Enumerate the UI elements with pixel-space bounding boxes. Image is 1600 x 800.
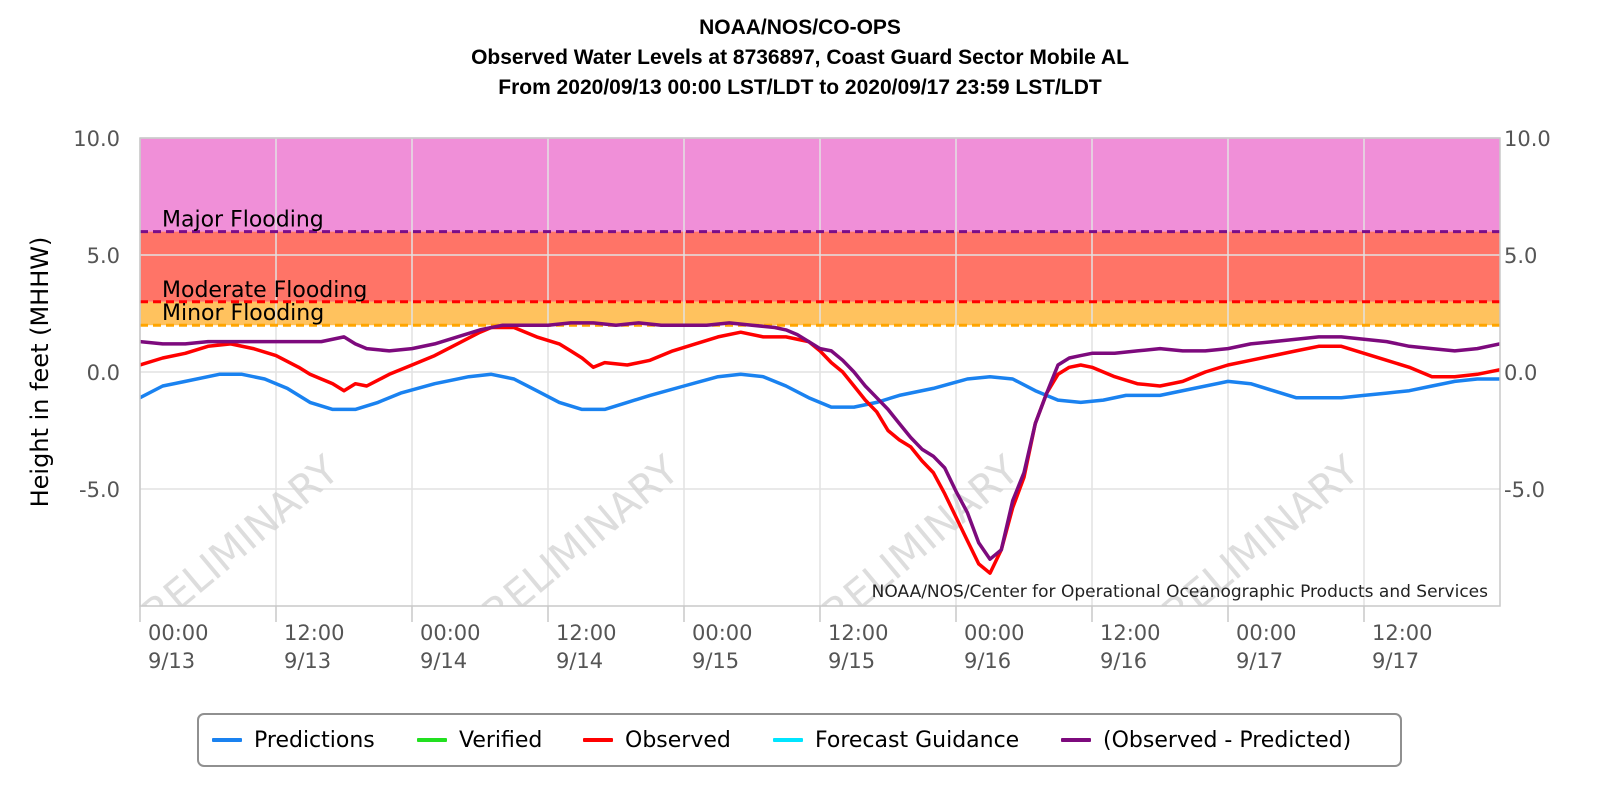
y-axis-label: Height in feet (MHHW) [26,237,54,508]
legend-item-predictions[interactable]: Predictions [212,715,375,765]
legend-item-observed[interactable]: Observed [583,715,731,765]
series-line [140,325,1500,575]
legend-swatch-observed-minus-predicted [1061,738,1091,742]
x-tick-label-date: 9/13 [148,649,195,673]
legend-swatch-forecast-guidance [773,738,803,742]
series-line [140,321,1500,561]
chart-title-line-3: From 2020/09/13 00:00 LST/LDT to 2020/09… [498,76,1102,99]
legend-label-forecast-guidance: Forecast Guidance [815,727,1020,753]
x-tick-label-time: 12:00 [556,621,617,645]
legend-item-forecast-guidance[interactable]: Forecast Guidance [773,715,1019,765]
y-tick-label-left: 0.0 [87,361,120,385]
legend-label-observed-minus-predicted: (Observed - Predicted) [1103,727,1352,753]
series-line [140,372,1500,412]
y-tick-label-right: 5.0 [1504,244,1537,268]
x-tick-label-time: 12:00 [1100,621,1161,645]
x-tick-label-date: 9/15 [828,649,875,673]
y-tick-label-right: 0.0 [1504,361,1537,385]
x-tick-label-time: 00:00 [420,621,481,645]
y-tick-label-left: 10.0 [73,127,120,151]
y-tick-label-right: -5.0 [1504,478,1545,502]
legend-swatch-predictions [212,738,242,742]
chart: PRELIMINARY PRELIMINARY PRELIMINARY PRELIMI… [26,127,1551,673]
credit-text: NOAA/NOS/Center for Operational Oceanogr… [872,582,1488,602]
x-tick-label-time: 00:00 [1236,621,1297,645]
x-tick-label-time: 00:00 [148,621,209,645]
legend-label-verified: Verified [459,727,543,753]
threshold-label: Minor Flooding [162,301,324,326]
y-tick-label-right: 10.0 [1504,127,1551,151]
legend-item-observed-minus-predicted[interactable]: (Observed - Predicted) [1061,715,1351,765]
chart-title-line-2: Observed Water Levels at 8736897, Coast … [471,46,1129,69]
x-tick-label-date: 9/14 [420,649,467,673]
x-tick-label-time: 12:00 [284,621,345,645]
x-tick-label-time: 00:00 [964,621,1025,645]
legend-label-predictions: Predictions [254,727,375,753]
plot-frame [139,137,1501,607]
legend-swatch-verified [417,738,447,742]
x-tick-label-date: 9/15 [692,649,739,673]
y-tick-label-left: -5.0 [79,478,120,502]
x-tick-label-date: 9/13 [284,649,331,673]
threshold-label: Major Flooding [162,208,324,233]
x-tick-label-date: 9/17 [1372,649,1419,673]
x-tick-label-date: 9/16 [964,649,1011,673]
x-tick-label-time: 12:00 [828,621,889,645]
legend-swatch-observed [583,738,613,742]
threshold-label: Moderate Flooding [162,278,367,303]
legend-item-verified[interactable]: Verified [417,715,542,765]
legend-label-observed: Observed [625,727,731,753]
x-tick-label-date: 9/16 [1100,649,1147,673]
x-tick-label-time: 00:00 [692,621,753,645]
legend: Predictions Verified Observed Forecast G… [197,713,1402,767]
x-tick-label-date: 9/14 [556,649,603,673]
x-tick-label-date: 9/17 [1236,649,1283,673]
y-tick-label-left: 5.0 [87,244,120,268]
x-tick-label-time: 12:00 [1372,621,1433,645]
chart-title-line-1: NOAA/NOS/CO-OPS [699,16,901,39]
